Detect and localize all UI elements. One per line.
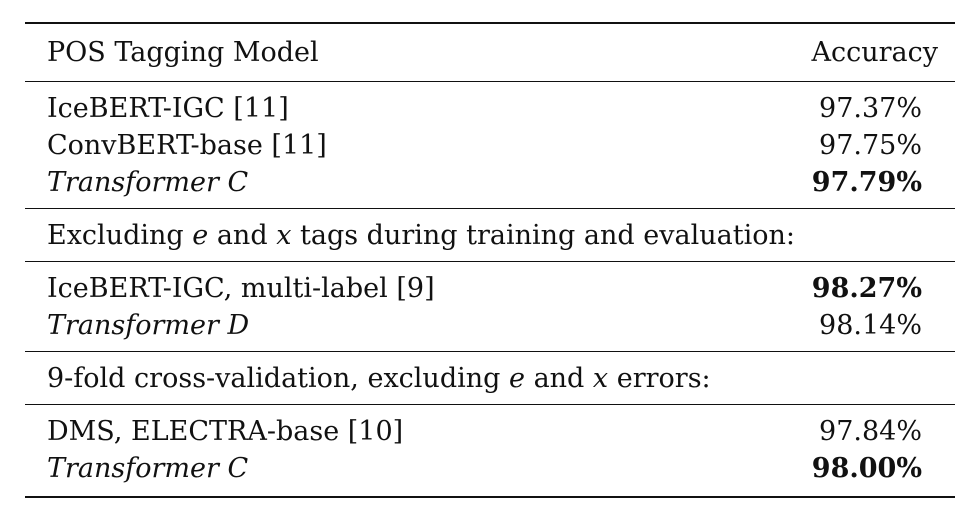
accuracy-value: 97.84% [819,416,922,447]
model-name: ConvBERT-base [11] [47,130,327,161]
accuracy-value: 98.14% [819,310,922,341]
model-name: Transformer C [47,453,249,484]
results-table: POS Tagging Model Accuracy IceBERT-IGC [… [25,0,955,498]
header-accuracy: Accuracy [811,37,938,68]
header-model: POS Tagging Model [47,37,319,68]
table-row: Transformer C 97.79% [25,164,955,201]
section-note: Excluding e and x tags during training a… [47,220,795,251]
model-name: Transformer C [47,167,249,198]
model-name: Transformer D [47,310,250,341]
accuracy-value: 97.79% [811,167,922,198]
header-row: POS Tagging Model Accuracy [25,34,955,71]
section-rule [25,404,955,405]
model-name: IceBERT-IGC, multi-label [9] [47,273,435,304]
accuracy-value: 98.00% [811,453,922,484]
section-rule [25,208,955,209]
table-row: Transformer D 98.14% [25,307,955,344]
table-row: ConvBERT-base [11] 97.75% [25,127,955,164]
section-rule [25,351,955,352]
top-rule [25,22,955,24]
table-row: Transformer C 98.00% [25,450,955,487]
model-name: DMS, ELECTRA-base [10] [47,416,404,447]
table-row: DMS, ELECTRA-base [10] 97.84% [25,413,955,450]
section-note: 9-fold cross-validation, excluding e and… [47,363,711,394]
accuracy-value: 97.37% [819,93,922,124]
table-row: IceBERT-IGC [11] 97.37% [25,90,955,127]
section-rule [25,261,955,262]
model-name: IceBERT-IGC [11] [47,93,289,124]
accuracy-value: 98.27% [811,273,922,304]
header-rule [25,81,955,82]
accuracy-value: 97.75% [819,130,922,161]
table-row: IceBERT-IGC, multi-label [9] 98.27% [25,270,955,307]
bottom-rule [25,496,955,498]
